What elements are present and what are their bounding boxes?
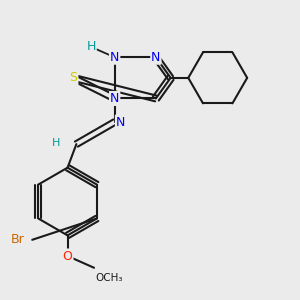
Text: H: H <box>86 40 96 53</box>
Text: N: N <box>110 92 119 105</box>
Text: OCH₃: OCH₃ <box>95 273 123 283</box>
Text: H: H <box>52 138 60 148</box>
Text: N: N <box>151 51 160 64</box>
Text: N: N <box>116 116 125 128</box>
Text: Br: Br <box>11 233 24 246</box>
Text: S: S <box>69 71 77 84</box>
Text: N: N <box>110 51 119 64</box>
Text: O: O <box>63 250 73 262</box>
